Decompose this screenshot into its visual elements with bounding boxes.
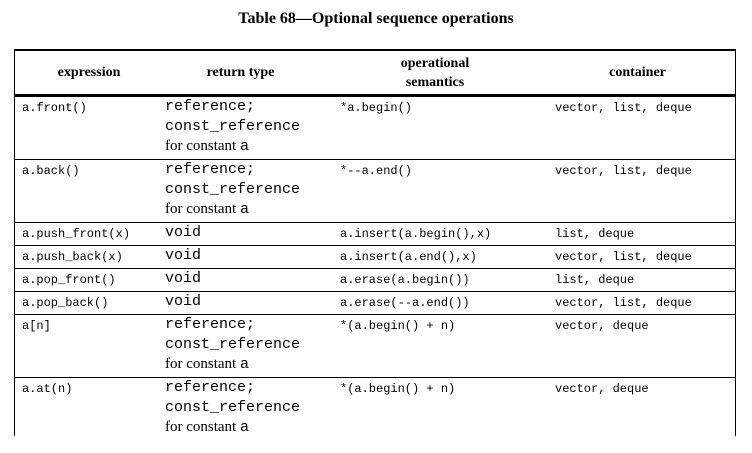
expression-cell: a.front() [22, 101, 87, 115]
semantics-cell: a.erase(--a.end()) [340, 296, 470, 310]
note-variable: a [239, 419, 249, 436]
semantics-cell: *a.begin() [340, 101, 413, 115]
expression-cell: a.back() [22, 164, 80, 178]
note-text: for constant [165, 201, 237, 217]
table-row: a.push_back(x) void a.insert(a.end(),x) … [15, 245, 735, 268]
return-type-cell: void [165, 246, 201, 266]
return-type-cell: reference; const_reference for constant … [165, 97, 300, 156]
expression-cell: a.at(n) [22, 382, 73, 396]
table-row: a.front() reference; const_reference for… [15, 96, 735, 159]
header-return-type: return type [206, 65, 275, 80]
table-row: a.at(n) reference; const_reference for c… [15, 377, 735, 436]
semantics-cell: a.insert(a.end(),x) [340, 250, 477, 264]
container-cell: vector, deque [555, 319, 649, 333]
table-row: a.pop_front() void a.erase(a.begin()) li… [15, 268, 735, 291]
header-semantics-line2: semantics [405, 74, 465, 90]
return-type-line: reference; [165, 98, 256, 115]
table-row: a.push_front(x) void a.insert(a.begin(),… [15, 222, 735, 245]
return-type-cell: reference; const_reference for constant … [165, 315, 300, 374]
expression-cell: a.pop_back() [22, 296, 109, 310]
return-type-line: const_reference [165, 399, 301, 416]
return-type-line: void [165, 247, 202, 264]
note-variable: a [239, 138, 249, 155]
expression-cell: a.pop_front() [22, 273, 116, 287]
container-cell: vector, list, deque [555, 101, 692, 115]
return-type-line: void [165, 293, 202, 310]
semantics-cell: a.insert(a.begin(),x) [340, 227, 492, 241]
return-type-note: for constant a [165, 418, 300, 437]
return-type-cell: reference; const_reference for constant … [165, 160, 300, 219]
semantics-cell: *--a.end() [340, 164, 413, 178]
return-type-note: for constant a [165, 137, 300, 156]
return-type-cell: void [165, 292, 201, 312]
note-text: for constant [165, 356, 237, 372]
return-type-cell: void [165, 223, 201, 243]
table-row: a[n] reference; const_reference for cons… [15, 314, 735, 377]
return-type-line: const_reference [165, 181, 301, 198]
return-type-line: void [165, 270, 202, 287]
table-caption: Table 68—Optional sequence operations [238, 10, 514, 27]
return-type-line: reference; [165, 161, 256, 178]
return-type-line: const_reference [165, 336, 301, 353]
note-text: for constant [165, 138, 237, 154]
expression-cell: a.push_back(x) [22, 250, 123, 264]
return-type-note: for constant a [165, 200, 300, 219]
return-type-line: reference; [165, 379, 256, 396]
note-variable: a [239, 356, 249, 373]
semantics-cell: *(a.begin() + n) [340, 319, 456, 333]
return-type-cell: reference; const_reference for constant … [165, 378, 300, 437]
container-cell: vector, deque [555, 382, 649, 396]
container-cell: list, deque [555, 273, 635, 287]
container-cell: vector, list, deque [555, 164, 692, 178]
semantics-cell: *(a.begin() + n) [340, 382, 456, 396]
header-expression: expression [57, 65, 121, 80]
table-header-row: expression return type operational seman… [15, 51, 735, 96]
return-type-note: for constant a [165, 355, 300, 374]
return-type-line: const_reference [165, 118, 301, 135]
semantics-cell: a.erase(a.begin()) [340, 273, 470, 287]
note-text: for constant [165, 419, 237, 435]
table-row: a.back() reference; const_reference for … [15, 159, 735, 222]
container-cell: vector, list, deque [555, 250, 692, 264]
table-row: a.pop_back() void a.erase(--a.end()) vec… [15, 291, 735, 314]
header-operational-semantics: operational semantics [335, 51, 535, 94]
optional-sequence-operations-table: expression return type operational seman… [14, 49, 736, 436]
return-type-line: void [165, 224, 202, 241]
header-container: container [609, 65, 666, 80]
return-type-cell: void [165, 269, 201, 289]
container-cell: list, deque [555, 227, 635, 241]
container-cell: vector, list, deque [555, 296, 692, 310]
return-type-line: reference; [165, 316, 256, 333]
note-variable: a [239, 201, 249, 218]
expression-cell: a[n] [22, 319, 51, 333]
header-semantics-line1: operational [400, 55, 470, 71]
expression-cell: a.push_front(x) [22, 227, 131, 241]
